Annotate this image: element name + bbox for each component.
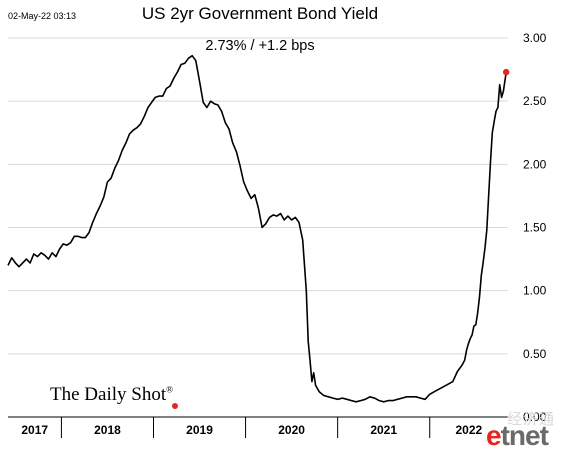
x-category-labels: 2017 2018 2019 2020 2021 2022 (21, 423, 482, 437)
grid-lines (8, 37, 508, 355)
logo-the-daily-shot: The Daily Shot® (50, 384, 173, 406)
chart-title: US 2yr Government Bond Yield (141, 4, 379, 23)
y-tick-label: 1.00 (523, 284, 547, 298)
x-category-label: 2022 (456, 423, 483, 437)
axes (8, 416, 508, 438)
watermark-e: e (486, 420, 502, 451)
series-line-us-2yr (7, 54, 507, 403)
logo-text: The Daily Shot (50, 384, 167, 405)
x-category-label: 2017 (21, 423, 48, 437)
y-tick-labels: 0.00 0.50 1.00 1.50 2.00 2.50 3.00 (523, 31, 547, 424)
x-category-label: 2019 (186, 423, 213, 437)
logo-registered-mark: ® (166, 384, 173, 395)
watermark-rest: tnet (500, 420, 549, 451)
logo-red-dot (172, 403, 178, 409)
x-category-label: 2021 (370, 423, 397, 437)
y-tick-label: 3.00 (523, 31, 547, 45)
y-tick-label: 1.50 (523, 221, 547, 235)
y-tick-label: 2.50 (523, 94, 547, 108)
last-value-marker (502, 68, 510, 76)
timestamp: 02-May-22 03:13 (8, 11, 77, 21)
x-category-label: 2020 (278, 423, 305, 437)
watermark-cn: 经济通 (507, 411, 556, 428)
y-tick-label: 0.00 (523, 410, 547, 424)
y-tick-label: 2.00 (523, 157, 547, 171)
watermark-etnet: etnet (486, 420, 549, 452)
x-category-label: 2018 (94, 423, 121, 437)
chart-subtitle: 2.73% / +1.2 bps (205, 38, 315, 54)
y-tick-label: 0.50 (523, 347, 547, 361)
